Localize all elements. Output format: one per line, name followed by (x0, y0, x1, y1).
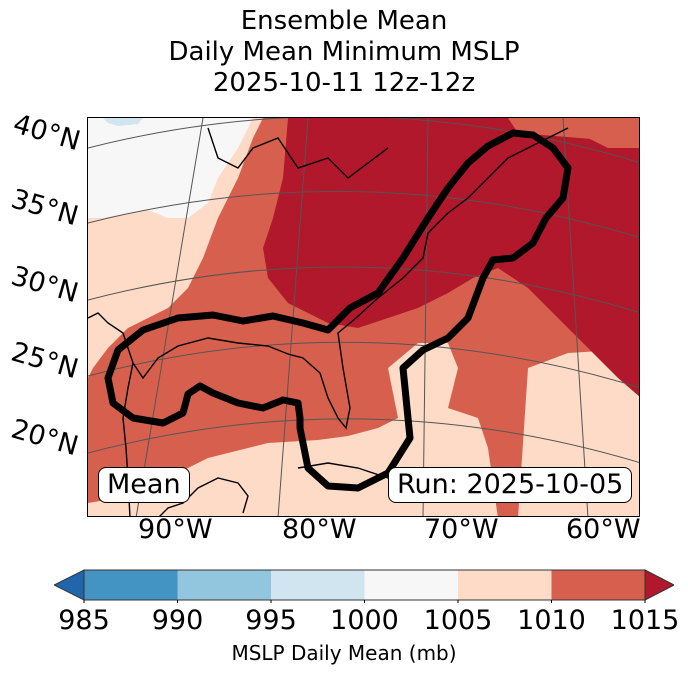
parallel-20n (88, 418, 639, 463)
colorbar-tick-label: 990 (151, 605, 204, 636)
colorbar (54, 569, 674, 603)
shading-1000-1005 (88, 118, 253, 218)
colorbar-tick-label: 1010 (517, 605, 586, 636)
map-canvas (88, 118, 639, 516)
coastlines (88, 127, 569, 516)
lat-label-35n: 35°N (7, 183, 82, 233)
lat-label-30n: 30°N (7, 260, 82, 310)
coastline-great-lakes (207, 127, 389, 179)
lon-label-70w: 70°W (424, 514, 499, 545)
lat-label-40n: 40°N (9, 108, 84, 158)
run-date-box: Run: 2025-10-05 (388, 467, 633, 503)
colorbar-bin (84, 570, 178, 600)
colorbar-bin (551, 570, 646, 600)
colorbar-extend-low (54, 569, 85, 601)
colorbar-tick-label: 1015 (610, 605, 680, 636)
title-line-1: Ensemble Mean (240, 6, 448, 36)
colorbar-extend-high (644, 569, 674, 601)
colorbar-tick-label: 1005 (423, 605, 493, 636)
title-line-2: Daily Mean Minimum MSLP (168, 37, 520, 67)
colorbar-bin (458, 570, 552, 600)
lat-label-20n: 20°N (7, 413, 82, 463)
parallel-25n (88, 341, 639, 388)
parallel-30n (88, 266, 639, 313)
colorbar-tick-label: 1000 (330, 605, 399, 636)
colorbar-tick-label: 985 (58, 605, 110, 636)
colorbar-label: MSLP Daily Mean (mb) (231, 641, 457, 665)
colorbar-bin (177, 570, 272, 600)
lon-label-80w: 80°W (282, 514, 357, 545)
title-line-3: 2025-10-11 12z-12z (212, 68, 476, 98)
contour-line (104, 129, 572, 492)
colorbar-tick-label: 995 (245, 605, 297, 636)
colorbar-bin (364, 570, 459, 600)
coastline-yucatan (159, 477, 249, 516)
parallel-35n (88, 190, 639, 238)
mean-label-box: Mean (98, 467, 190, 503)
meridian-70w (422, 118, 429, 516)
lat-label-25n: 25°N (7, 336, 82, 386)
map-panel[interactable]: Mean Run: 2025-10-05 (87, 117, 640, 517)
shading-995-1000 (103, 118, 143, 126)
lon-label-90w: 90°W (138, 514, 213, 545)
lon-label-60w: 60°W (566, 514, 641, 545)
shading-1010-1015-ne (558, 118, 639, 148)
figure-title: Ensemble Mean Daily Mean Minimum MSLP 20… (0, 6, 688, 99)
colorbar-bin (271, 570, 365, 600)
shading-above-1015 (263, 118, 639, 397)
